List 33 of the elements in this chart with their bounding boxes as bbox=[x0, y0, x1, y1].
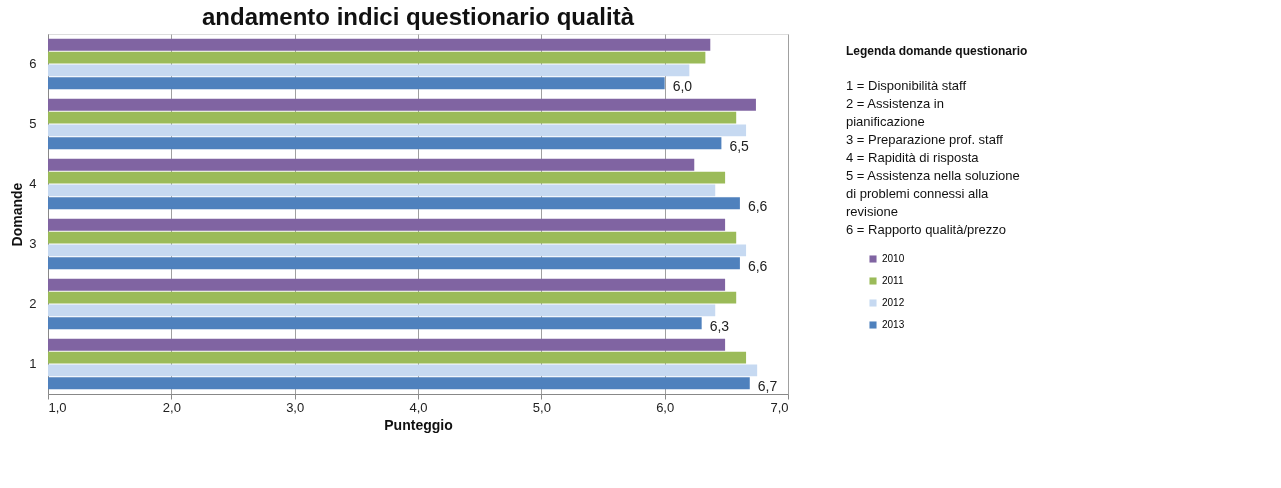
data-label: 6,3 bbox=[709, 318, 730, 335]
y-tick-label: 1 bbox=[29, 356, 37, 371]
legend-label: 2013 bbox=[882, 319, 905, 330]
y-tick-label: 5 bbox=[29, 116, 37, 131]
x-tick-label: 1,0 bbox=[48, 399, 67, 415]
x-tick-label: 4,0 bbox=[409, 399, 428, 415]
y-tick-label: 2 bbox=[29, 296, 37, 311]
text: 3 = Preparazione prof. staff bbox=[846, 132, 1004, 147]
y-tick-label: 6 bbox=[29, 56, 37, 71]
y-tick-label: 4 bbox=[29, 176, 37, 191]
x-tick-label: 7,0 bbox=[770, 399, 789, 415]
x-tick-label: 2,0 bbox=[162, 399, 181, 415]
text: 1 = Disponibilità staff bbox=[846, 78, 967, 93]
text: Legenda domande questionario bbox=[846, 44, 1028, 58]
text: 6 = Rapporto qualità/prezzo bbox=[846, 222, 1007, 237]
legend-label: 2010 bbox=[882, 253, 905, 264]
data-label: 6,5 bbox=[729, 138, 750, 155]
y-tick-label: 3 bbox=[29, 236, 37, 251]
x-axis-title: Punteggio bbox=[384, 416, 453, 433]
text: 2 = Assistenza in pianificazione bbox=[846, 96, 944, 129]
data-label: 6,6 bbox=[747, 198, 768, 215]
x-tick-label: 5,0 bbox=[532, 399, 551, 415]
text: 4 = Rapidità di risposta bbox=[846, 150, 980, 165]
text: 5 = Assistenza nella soluzione di problemi connessi alla revisione bbox=[846, 168, 1020, 219]
x-tick-label: 6,0 bbox=[656, 399, 675, 415]
data-label: 6,7 bbox=[757, 378, 778, 395]
x-tick-label: 3,0 bbox=[286, 399, 305, 415]
legend-label: 2012 bbox=[882, 297, 905, 308]
y-axis-title: Domande bbox=[9, 182, 26, 247]
data-label: 6,0 bbox=[672, 78, 693, 95]
legend-label: 2011 bbox=[882, 275, 904, 286]
chart-title: andamento indici questionario qualità bbox=[201, 3, 635, 30]
data-label: 6,6 bbox=[747, 258, 768, 275]
